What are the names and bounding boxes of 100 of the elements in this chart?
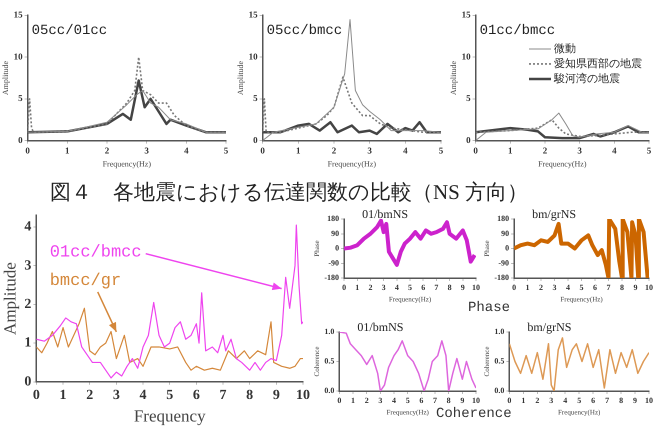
text: 05cc/01cc xyxy=(32,23,108,40)
y-tick-label: 5 xyxy=(253,93,258,104)
text: 01cc/bmcc xyxy=(480,23,556,40)
y-tick-label: 10 xyxy=(462,51,472,62)
x-tick-label: 10 xyxy=(296,388,310,403)
y-tick-label: 180 xyxy=(497,214,510,224)
x-tick-label: 4 xyxy=(563,396,568,405)
y-tick-label: 90 xyxy=(331,228,340,238)
x-tick-label: 2 xyxy=(368,282,372,292)
y-tick-label: 0 xyxy=(253,134,258,145)
chart-title: bm/grNS xyxy=(532,207,576,222)
y-tick-label: 0 xyxy=(505,244,510,253)
y-tick-label: 10 xyxy=(248,51,258,62)
x-tick-label: 9 xyxy=(633,396,638,405)
x-tick-label: 8 xyxy=(446,396,451,405)
y-tick-label: 0.0 xyxy=(324,386,334,396)
chart-title: bm/grNS xyxy=(527,320,572,334)
chart-title: 01/bmNS xyxy=(362,207,408,222)
legend-label: 愛知県西部の地震 xyxy=(554,56,642,70)
line-series xyxy=(476,118,649,138)
x-tick-label: 5 xyxy=(580,282,584,292)
x-tick-label: 4 xyxy=(140,388,147,403)
x-tick-label: 4 xyxy=(612,145,618,156)
y-tick-label: 0 xyxy=(18,134,24,145)
x-tick-label: 10 xyxy=(645,396,653,405)
y-axis-title: Amplitude xyxy=(0,262,20,335)
y-tick-label: 0.5 xyxy=(494,356,504,366)
x-tick-label: 1 xyxy=(521,396,526,405)
text: 05cc/bmcc xyxy=(266,23,342,40)
x-axis-title: Frequency(Hz) xyxy=(328,159,376,168)
x-axis-title: Frequency(Hz) xyxy=(538,159,587,168)
x-tick-label: 3 xyxy=(144,145,150,156)
y-tick-label: 10 xyxy=(14,51,24,62)
y-tick-label: 180 xyxy=(327,214,340,224)
x-tick-label: 4 xyxy=(403,145,408,156)
x-tick-label: 8 xyxy=(620,282,624,292)
x-tick-label: 4 xyxy=(566,282,570,292)
y-tick-label: 15 xyxy=(462,10,472,20)
y-axis-title: Amplitude xyxy=(236,60,245,96)
x-tick-label: 7 xyxy=(433,396,438,405)
x-tick-label: 5 xyxy=(577,396,582,405)
x-tick-label: 2 xyxy=(542,145,548,156)
y-tick-label: 15 xyxy=(14,10,24,20)
y-tick-label: -180 xyxy=(324,273,340,282)
y-tick-label: 1.0 xyxy=(494,327,504,336)
y-tick-label: 0 xyxy=(466,134,472,145)
y-tick-label: 0 xyxy=(335,244,340,253)
x-tick-label: 1 xyxy=(65,145,70,156)
x-tick-label: 6 xyxy=(419,396,424,405)
x-tick-label: 10 xyxy=(472,396,480,405)
x-tick-label: 4 xyxy=(394,282,399,292)
x-tick-label: 7 xyxy=(434,282,438,292)
x-tick-label: 5 xyxy=(166,388,174,403)
line-series xyxy=(28,56,226,134)
y-tick-label: 1.0 xyxy=(324,327,334,336)
x-tick-label: 4 xyxy=(392,396,396,405)
x-tick-label: 2 xyxy=(535,396,540,405)
legend-label: 微動 xyxy=(554,42,576,55)
x-tick-label: 5 xyxy=(438,145,444,156)
y-tick-label: 2 xyxy=(24,297,32,312)
x-tick-label: 1 xyxy=(351,396,356,405)
x-tick-label: 3 xyxy=(112,388,120,403)
legend-label: 駿河湾の地震 xyxy=(553,72,620,85)
x-tick-label: 9 xyxy=(460,396,464,405)
x-tick-label: 1 xyxy=(296,145,302,156)
line-series xyxy=(262,76,441,134)
y-tick-label: 90 xyxy=(501,228,510,238)
x-tick-label: 1 xyxy=(60,388,67,403)
x-tick-label: 7 xyxy=(606,282,611,292)
x-tick-label: 3 xyxy=(382,282,386,292)
x-tick-label: 1 xyxy=(355,282,360,292)
x-tick-label: 3 xyxy=(577,145,582,156)
x-tick-label: 9 xyxy=(634,282,638,292)
x-tick-label: 5 xyxy=(406,396,410,405)
x-tick-label: 3 xyxy=(367,145,372,156)
y-tick-label: -90 xyxy=(498,258,510,268)
y-tick-label: 0 xyxy=(24,374,32,390)
x-tick-label: 7 xyxy=(220,388,227,403)
x-tick-label: 0 xyxy=(260,145,266,156)
x-tick-label: 10 xyxy=(645,282,653,292)
y-tick-label: 0.5 xyxy=(324,356,334,366)
x-tick-label: 5 xyxy=(646,145,652,156)
x-tick-label: 0 xyxy=(473,145,478,156)
text: Phase xyxy=(468,300,510,316)
x-tick-label: 5 xyxy=(224,145,229,156)
x-axis-title: Frequency xyxy=(134,406,206,426)
text: 01cc/bmcc xyxy=(50,244,142,263)
x-tick-label: 2 xyxy=(539,282,544,292)
x-tick-label: 0 xyxy=(512,282,516,292)
x-tick-label: 2 xyxy=(104,145,110,156)
x-tick-label: 6 xyxy=(421,282,426,292)
x-tick-label: 1 xyxy=(526,282,530,292)
x-tick-label: 8 xyxy=(448,282,452,292)
x-tick-label: 5 xyxy=(408,282,412,292)
x-tick-label: 3 xyxy=(549,396,554,405)
x-tick-label: 10 xyxy=(472,282,480,292)
x-tick-label: 6 xyxy=(591,396,596,405)
y-tick-label: 3 xyxy=(24,258,32,274)
x-tick-label: 8 xyxy=(246,388,254,403)
y-tick-label: 5 xyxy=(18,93,24,104)
